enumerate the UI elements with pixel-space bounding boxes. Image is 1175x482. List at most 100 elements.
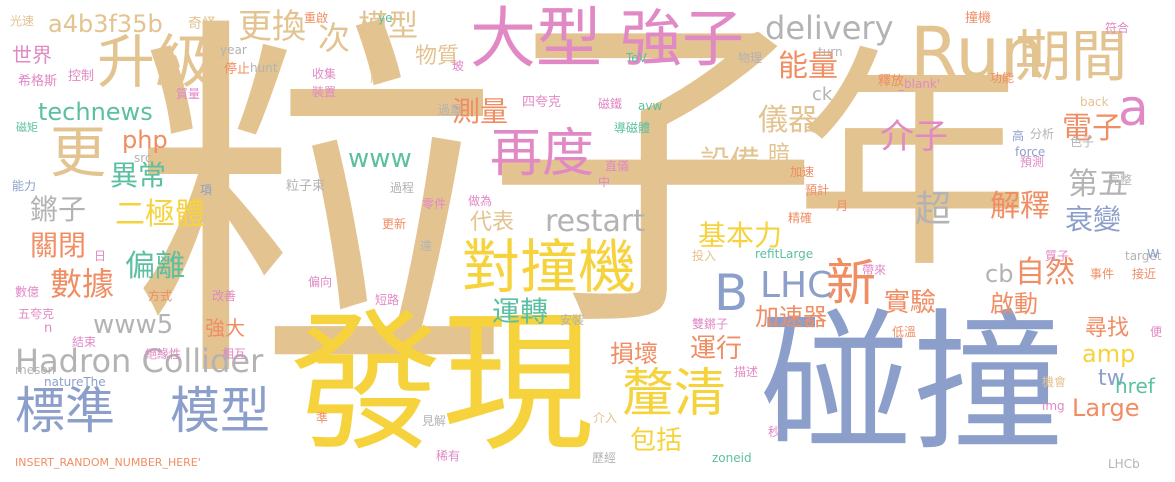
word: 運轉 (492, 295, 549, 328)
word: 機會 (1042, 375, 1067, 389)
word: 異常 (110, 159, 167, 192)
word: 碰撞 (760, 295, 1064, 472)
word: 衰變 (1065, 203, 1122, 236)
word: 描述 (734, 365, 759, 379)
word: 儀器 (758, 103, 818, 138)
word: 磁鐵 (598, 97, 623, 111)
word: Run (910, 12, 1045, 94)
word: 裝置 (312, 85, 337, 99)
word: n (44, 321, 53, 336)
word: hunt (250, 61, 278, 75)
word: www5 (93, 310, 174, 340)
word: B (714, 264, 749, 322)
word: natureThe (44, 375, 106, 389)
word: 希格斯 (18, 74, 58, 89)
word: 標準 (15, 382, 115, 440)
word: 見解 (422, 414, 447, 428)
word: 結束 (72, 335, 97, 349)
word: 介子 (880, 117, 948, 157)
word: 二極體 (115, 197, 205, 232)
word: 能量 (778, 49, 838, 84)
word: LHCb (1108, 457, 1140, 471)
word: 分析 (1030, 127, 1055, 141)
word: ck (812, 84, 833, 105)
word: refitLarge (755, 247, 814, 261)
word: 直儀 (605, 159, 630, 173)
word: 零件 (422, 197, 447, 211)
word: 測量 (452, 95, 509, 128)
word: Hadron Collider (15, 342, 264, 380)
word: year (220, 43, 247, 57)
word: 運行 (690, 334, 743, 364)
word: 撞機 (965, 11, 992, 26)
word: 解釋 (990, 189, 1050, 224)
word: 偏離 (125, 249, 185, 284)
word: 代表 (470, 210, 515, 235)
word: target (1125, 249, 1162, 263)
word: 做為 (468, 194, 493, 208)
word: 升級 (97, 28, 214, 96)
word: 年 (795, 27, 1030, 300)
word: 質子 (1045, 249, 1070, 263)
word: href (1115, 374, 1155, 398)
word: 粒 (130, 0, 510, 429)
word: 日 (94, 249, 107, 263)
word: 奇怪 (188, 16, 216, 32)
word: 強子 (620, 2, 745, 75)
word: LHC (760, 265, 833, 306)
word: 更新 (382, 217, 407, 231)
word: 完整 (1108, 173, 1133, 187)
word: 強大 (205, 316, 245, 340)
word: 符合 (1105, 21, 1130, 35)
word: 次 (318, 19, 351, 57)
word: 投入 (692, 249, 717, 263)
word: 歷經 (592, 451, 617, 465)
word: 模型 (358, 9, 418, 44)
word: 數據 (50, 265, 115, 303)
word: 月 (836, 199, 849, 213)
word: 精確 (788, 211, 813, 225)
word: zoneid (712, 451, 752, 465)
word: 尋找 (1085, 316, 1130, 341)
word: 啟動 (990, 290, 1038, 318)
word: 物理 (738, 51, 763, 65)
word: 高 (1012, 129, 1025, 143)
word: 能力 (12, 179, 37, 193)
word: 鏘子 (30, 193, 87, 226)
word: 接近 (1132, 267, 1157, 281)
word: 實驗 (884, 288, 937, 318)
word: 更 (50, 121, 106, 186)
word: 功能 (990, 71, 1015, 85)
word: 自然 (1015, 255, 1075, 290)
word: 世界 (12, 43, 52, 67)
word: 加速 (790, 165, 815, 179)
word: 第五 (1068, 167, 1128, 202)
word: 便 (1150, 325, 1163, 339)
word: 對撞機 (462, 233, 637, 301)
word: 稀有 (436, 449, 461, 463)
word: 蔵 (370, 71, 383, 85)
word: 改善 (212, 289, 237, 303)
word: restart (545, 204, 646, 239)
word: 粒子束 (286, 179, 326, 194)
word: TeV (626, 51, 647, 65)
word: 光速 (10, 14, 35, 28)
word: 子 (485, 0, 820, 372)
word: 中 (598, 175, 611, 189)
word: 過重 (438, 103, 463, 117)
word: 玻 (452, 59, 465, 73)
word: www (348, 144, 412, 174)
word: 雙鏘子 (692, 317, 729, 331)
word: force (1015, 145, 1046, 159)
word: 超 (915, 189, 952, 230)
word: 收集 (312, 67, 337, 81)
word: 損壞 (610, 340, 658, 368)
word: ye (378, 11, 393, 25)
word: 釐清 (622, 364, 727, 424)
word: 基本力 (698, 219, 783, 252)
word: delivery (765, 9, 894, 47)
word: amp (1082, 340, 1136, 368)
word: 發現 (290, 295, 594, 472)
word: Large (1072, 394, 1140, 422)
